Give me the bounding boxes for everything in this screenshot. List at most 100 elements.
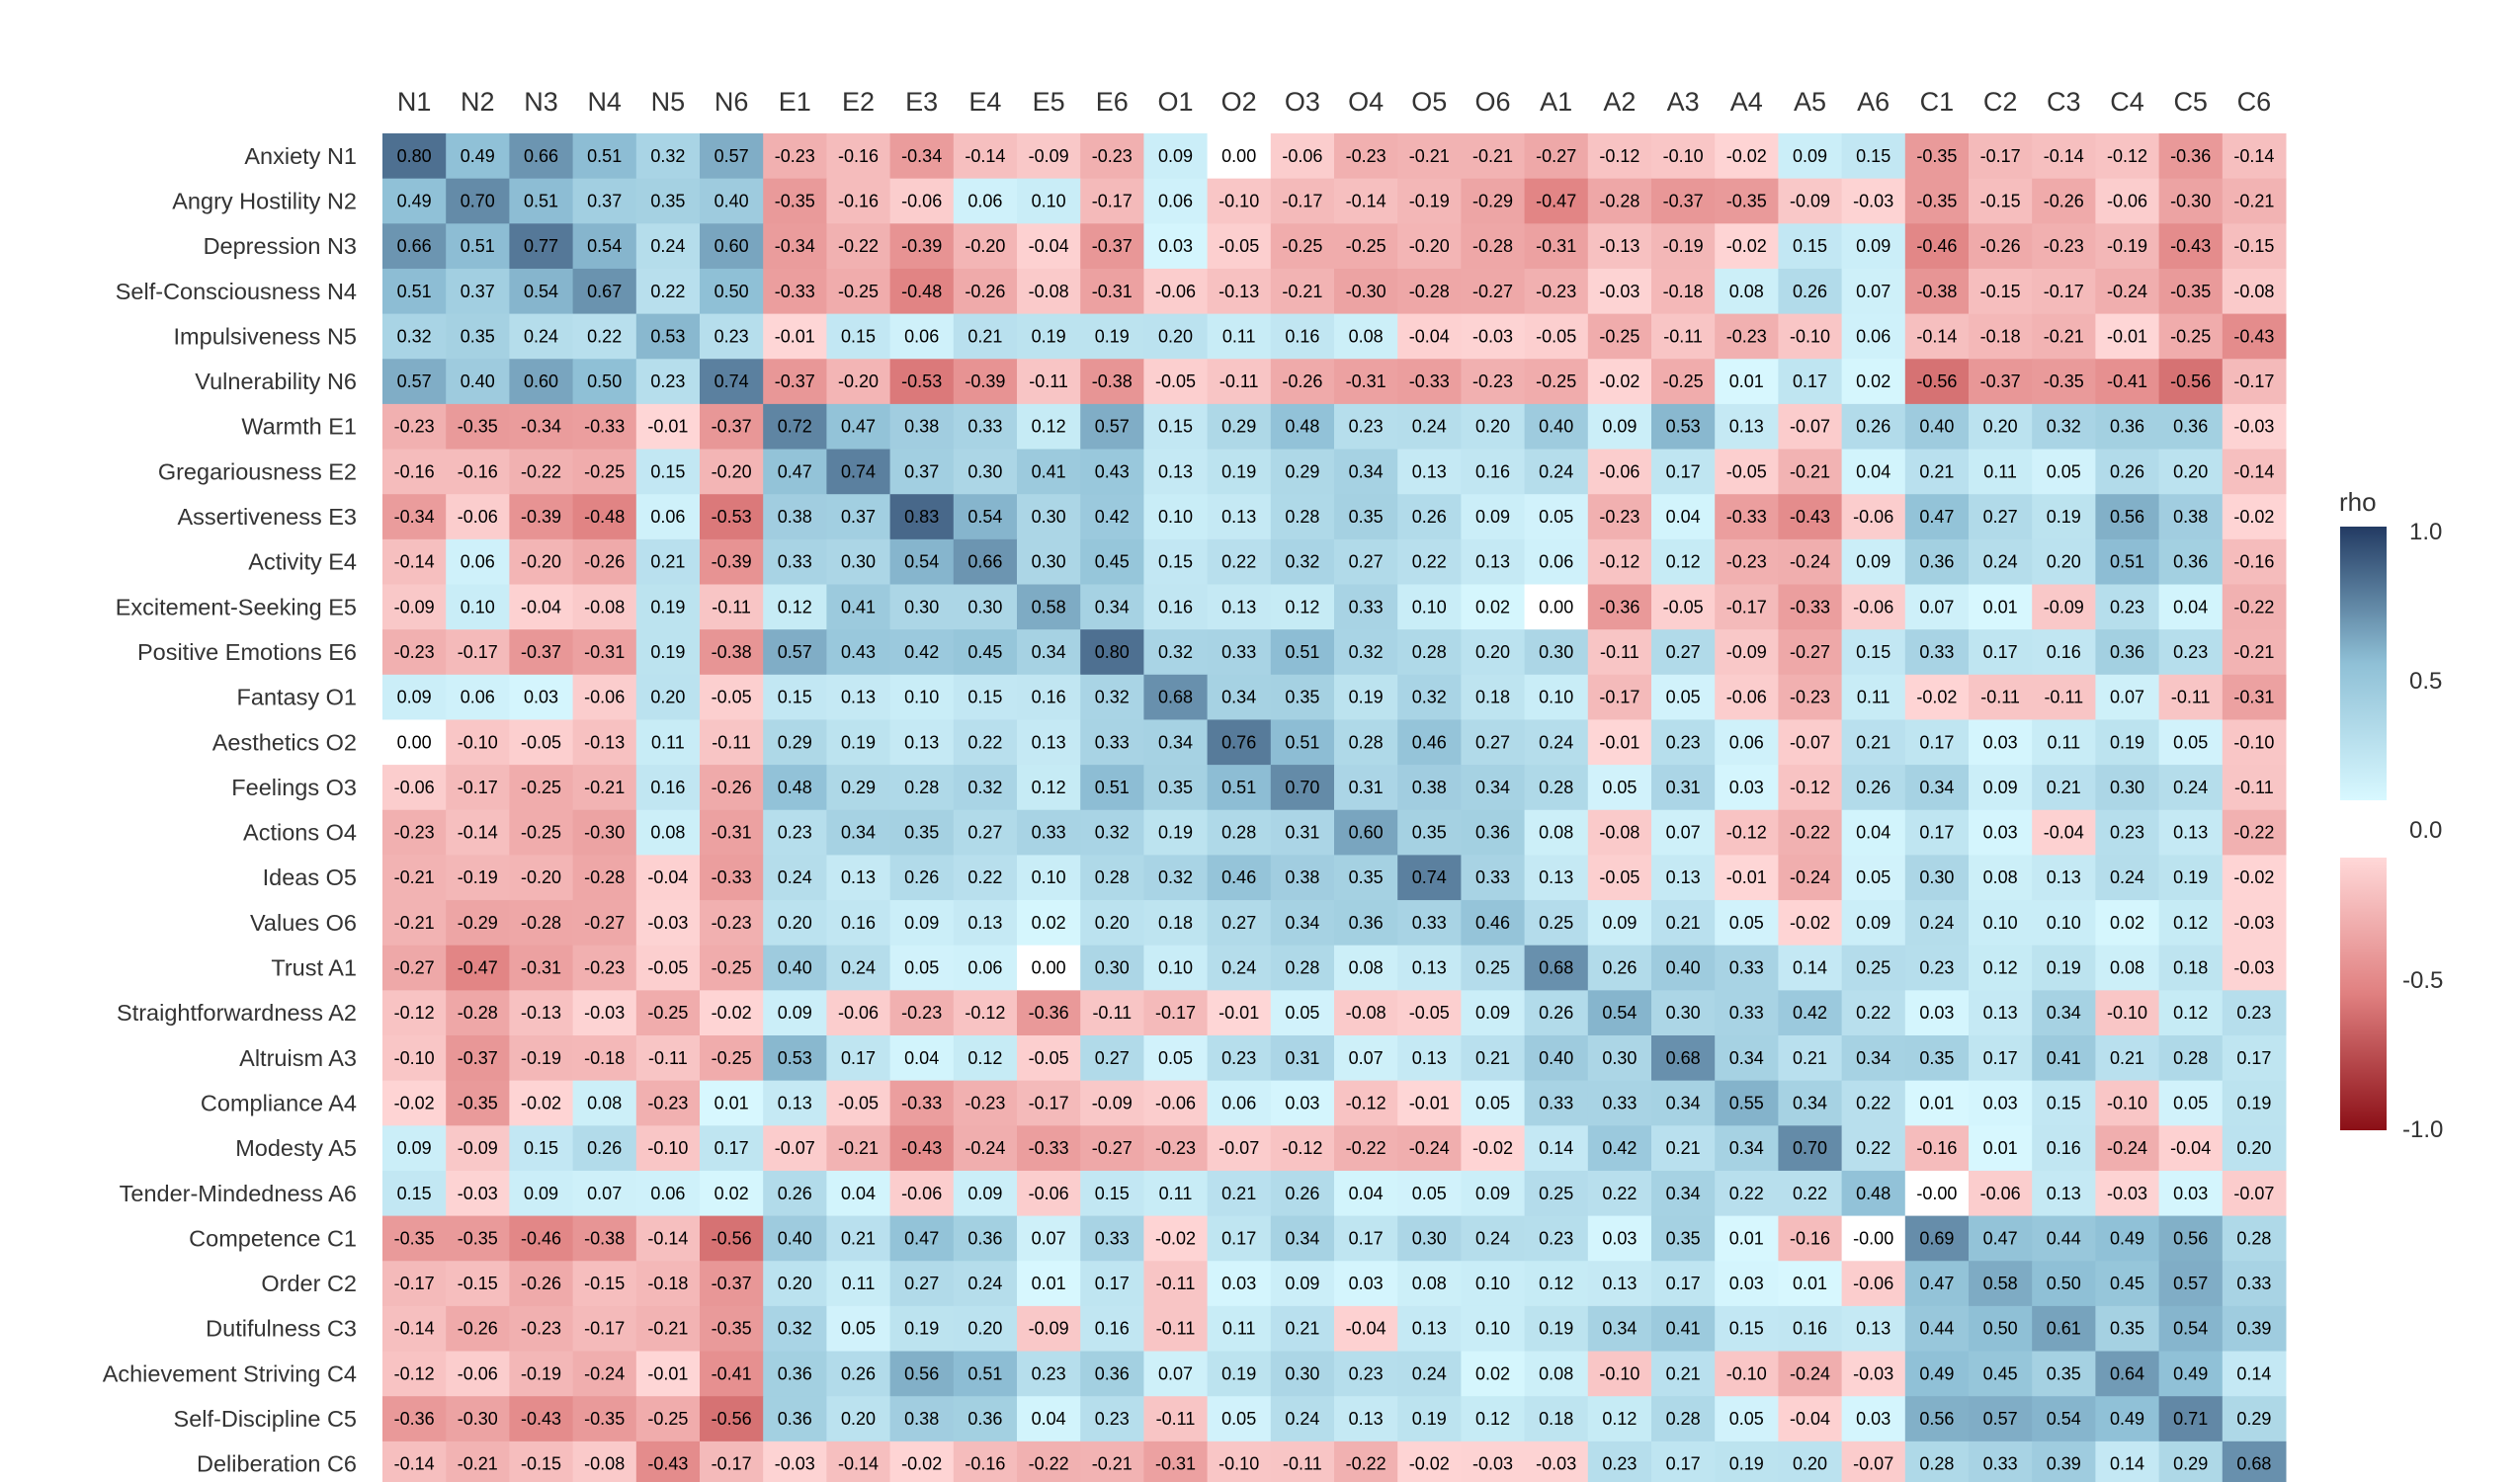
heatmap-cell xyxy=(1270,900,1335,947)
heatmap-cell xyxy=(1651,133,1716,180)
cell-value-label: 0.51 xyxy=(1095,778,1130,797)
heatmap-cell xyxy=(889,268,955,315)
cell-value-label: -0.41 xyxy=(2107,371,2147,391)
cell-value-label: 0.37 xyxy=(587,191,622,210)
heatmap-cell xyxy=(2222,945,2287,991)
cell-value-label: 0.17 xyxy=(1221,1228,1256,1248)
cell-value-label: -0.21 xyxy=(1092,1454,1133,1474)
cell-value-label: -0.21 xyxy=(1790,461,1830,481)
heatmap-cell xyxy=(446,1305,510,1353)
heatmap-cell xyxy=(509,674,574,720)
heatmap-cell xyxy=(1461,1441,1526,1482)
heatmap-cell xyxy=(509,719,574,766)
cell-value-label: -0.24 xyxy=(1790,867,1830,887)
heatmap-cell xyxy=(1904,809,1970,856)
heatmap-cell xyxy=(889,765,955,811)
cell-value-label: 0.31 xyxy=(1285,1048,1319,1068)
column-label: C4 xyxy=(2110,87,2144,117)
cell-value-label: 0.32 xyxy=(2047,417,2081,437)
cell-value-label: -0.06 xyxy=(838,1003,879,1023)
heatmap-cell xyxy=(1778,449,1843,495)
heatmap-cell xyxy=(2095,855,2160,901)
heatmap-cell xyxy=(1778,313,1843,360)
heatmap-cell xyxy=(1651,1035,1716,1082)
cell-value-label: 0.20 xyxy=(2047,552,2081,572)
cell-value-label: -0.02 xyxy=(712,1003,752,1023)
heatmap-cell xyxy=(1651,900,1716,947)
heatmap-cell xyxy=(1715,313,1779,360)
cell-value-label: 0.30 xyxy=(904,597,939,617)
heatmap-cell xyxy=(2032,1351,2096,1397)
heatmap-cell xyxy=(572,990,637,1036)
cell-value-label: 0.10 xyxy=(1983,913,2018,933)
heatmap-cell xyxy=(1461,1170,1526,1217)
heatmap-cell xyxy=(1461,359,1526,405)
cell-value-label: 0.06 xyxy=(650,507,685,527)
heatmap-cell xyxy=(2032,1125,2096,1172)
heatmap-cell xyxy=(1904,674,1970,720)
cell-value-label: 0.22 xyxy=(1729,1184,1764,1203)
heatmap-cell xyxy=(1969,809,2033,856)
heatmap-cell xyxy=(1143,1396,1209,1442)
heatmap-cell xyxy=(700,359,764,405)
heatmap-cell xyxy=(509,1441,574,1482)
cell-value-label: 0.19 xyxy=(650,642,685,662)
cell-value-label: 0.08 xyxy=(1539,823,1573,843)
cell-value-label: -0.17 xyxy=(394,1274,435,1293)
heatmap-cell xyxy=(763,449,827,495)
heatmap-cell xyxy=(1778,584,1843,630)
cell-value-label: 0.30 xyxy=(1032,552,1066,572)
cell-value-label: -0.10 xyxy=(1790,326,1830,346)
cell-value-label: 0.26 xyxy=(778,1184,812,1203)
heatmap-cell xyxy=(446,674,510,720)
heatmap-cell xyxy=(889,584,955,630)
heatmap-cell xyxy=(1461,1125,1526,1172)
cell-value-label: -0.17 xyxy=(1980,146,2021,166)
heatmap-cell xyxy=(1334,1035,1398,1082)
heatmap-cell xyxy=(1207,494,1272,540)
cell-value-label: -0.35 xyxy=(775,191,815,210)
heatmap-cell xyxy=(1017,359,1081,405)
cell-value-label: -0.35 xyxy=(394,1228,435,1248)
heatmap-cell xyxy=(1143,765,1209,811)
heatmap-cell xyxy=(1969,223,2033,270)
cell-value-label: 0.39 xyxy=(2236,1319,2271,1339)
cell-value-label: 0.03 xyxy=(1856,1409,1890,1429)
heatmap-cell xyxy=(572,268,637,315)
cell-value-label: -0.24 xyxy=(2107,1138,2147,1158)
cell-value-label: 0.24 xyxy=(650,236,685,256)
row-label: Aesthetics O2 xyxy=(212,729,357,755)
heatmap-cell xyxy=(953,1125,1018,1172)
cell-value-label: 0.16 xyxy=(1158,597,1193,617)
cell-value-label: 0.06 xyxy=(650,1184,685,1203)
heatmap-cell xyxy=(1841,1396,1906,1442)
cell-value-label: 0.26 xyxy=(1856,417,1890,437)
cell-value-label: 0.32 xyxy=(650,146,685,166)
heatmap-cell xyxy=(1397,449,1462,495)
cell-value-label: 0.42 xyxy=(1095,507,1130,527)
cell-value-label: -0.43 xyxy=(901,1138,942,1158)
cell-value-label: 0.21 xyxy=(650,552,685,572)
cell-value-label: -0.23 xyxy=(394,823,435,843)
cell-value-label: 0.40 xyxy=(1666,958,1701,978)
cell-value-label: -0.24 xyxy=(2107,282,2147,301)
heatmap-cell xyxy=(889,1396,955,1442)
heatmap-cell xyxy=(889,223,955,270)
column-labels: N1 N2 N3 N4 N5 N6 E1 E2 E3 E4 E5 E6 O1 O2 O3 O4 O5 O6 A1 A2… xyxy=(397,87,2271,117)
heatmap-cell xyxy=(1969,1396,2033,1442)
row-label: Anxiety N1 xyxy=(244,143,357,169)
cell-value-label: 0.21 xyxy=(1666,1138,1701,1158)
heatmap-cell xyxy=(763,1396,827,1442)
heatmap-cell xyxy=(2222,1170,2287,1217)
heatmap-cell xyxy=(953,1351,1018,1397)
heatmap-cell xyxy=(2222,313,2287,360)
cell-value-label: -0.11 xyxy=(1092,1003,1132,1023)
heatmap-cell xyxy=(700,945,764,991)
cell-value-label: -0.16 xyxy=(965,1454,1005,1474)
heatmap-cell xyxy=(1587,1261,1652,1307)
heatmap-cell xyxy=(889,538,955,585)
cell-value-label: -0.13 xyxy=(1599,236,1639,256)
cell-value-label: -0.20 xyxy=(712,461,752,481)
cell-value-label: -0.01 xyxy=(1726,867,1767,887)
heatmap-cell xyxy=(1904,223,1970,270)
